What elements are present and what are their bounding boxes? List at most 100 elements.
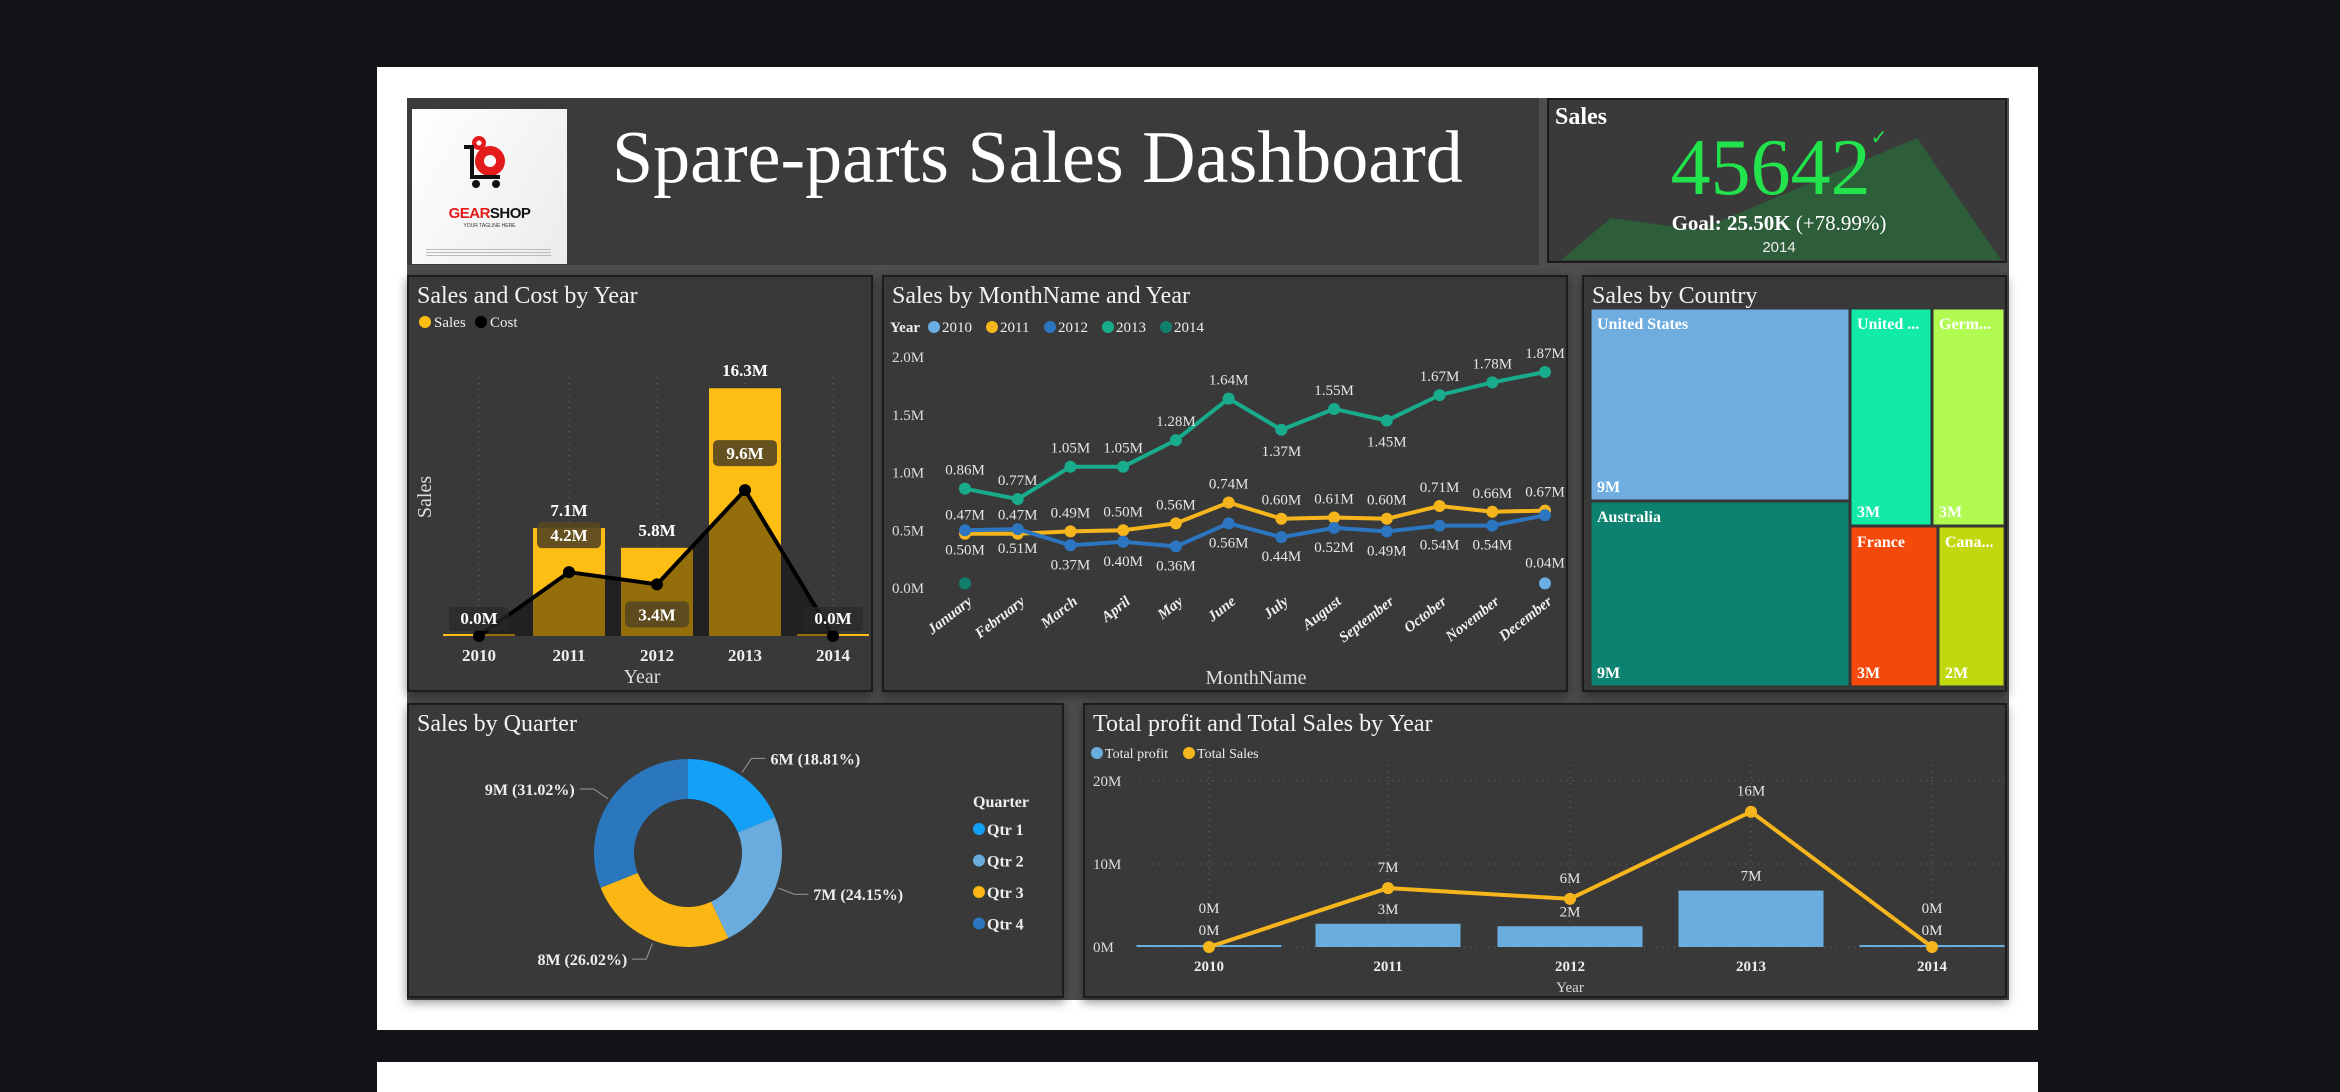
data-label-bg bbox=[713, 440, 777, 467]
legend-marker-2013 bbox=[1102, 321, 1114, 333]
point-cost bbox=[563, 566, 575, 579]
point-2012 bbox=[1275, 531, 1288, 544]
treemap-tile-name: Cana... bbox=[1945, 534, 1993, 551]
kpi-goal-value: Goal: 25.50K bbox=[1671, 211, 1791, 235]
data-label-2013: 0.77M bbox=[998, 473, 1038, 489]
data-label-cost: 9.6M bbox=[726, 444, 763, 463]
legend-marker-2010 bbox=[928, 321, 940, 333]
treemap-tile-name: Germ... bbox=[1939, 316, 1991, 333]
data-label-2010: 0.04M bbox=[1525, 555, 1565, 571]
x-tick-label: 2012 bbox=[640, 646, 674, 665]
data-label-2013: 0.86M bbox=[945, 463, 985, 479]
data-label-2011: 0.47M bbox=[998, 508, 1038, 524]
point-cost bbox=[473, 630, 485, 642]
page-title: Spare-parts Sales Dashboard bbox=[612, 117, 1463, 199]
point-2011 bbox=[1328, 511, 1341, 524]
legend-label: Qtr 2 bbox=[987, 854, 1024, 871]
x-tick-label: July bbox=[1260, 593, 1292, 623]
page-card-next bbox=[377, 1062, 2038, 1092]
data-label-slice: 9M (31.02%) bbox=[485, 782, 575, 799]
donut-slice-qtr-4 bbox=[594, 759, 688, 888]
data-label-2013: 1.28M bbox=[1156, 414, 1196, 430]
leader-line bbox=[579, 788, 609, 799]
data-label-2011: 0.50M bbox=[1103, 504, 1143, 520]
point-2011 bbox=[1117, 524, 1130, 537]
legend-marker-2014 bbox=[1160, 321, 1172, 333]
legend-label: Total profit bbox=[1105, 747, 1168, 762]
data-label-slice: 7M (24.15%) bbox=[813, 887, 903, 904]
data-label-slice: 6M (18.81%) bbox=[771, 751, 861, 768]
sales-by-country-panel[interactable]: Sales by Country United States 9M Australi… bbox=[1582, 275, 2007, 692]
data-label-2011: 0.60M bbox=[1262, 493, 1302, 509]
data-label-2012: 0.51M bbox=[998, 541, 1038, 557]
sales-cost-by-year-panel[interactable]: Sales and Cost by Year Sales Cost 0.0M 7.1M… bbox=[407, 275, 873, 692]
legend-label: Qtr 4 bbox=[987, 917, 1024, 934]
point-2012 bbox=[1328, 521, 1341, 534]
data-label-sales: 0.0M bbox=[814, 609, 851, 628]
legend-label: Qtr 3 bbox=[987, 885, 1024, 902]
x-tick-label: 2014 bbox=[1917, 959, 1948, 975]
legend-title: Quarter bbox=[973, 794, 1029, 811]
data-label-sales: 5.8M bbox=[638, 521, 675, 540]
gearshop-logo: GEARSHOP YOUR TAGLINE HERE bbox=[412, 109, 567, 264]
point-2012 bbox=[1539, 509, 1551, 522]
y-axis-title: Sales bbox=[414, 476, 436, 518]
treemap-tile-3 bbox=[1932, 308, 2005, 526]
bar-profit bbox=[1678, 890, 1824, 947]
treemap-tile-value: 2M bbox=[1945, 665, 1968, 682]
point-total-sales bbox=[1382, 882, 1394, 895]
sales-by-month-panel[interactable]: Sales by MonthName and Year Year 2010 2011… bbox=[882, 275, 1568, 692]
panel-title: Sales by Quarter bbox=[417, 711, 577, 737]
data-label-2011: 0.61M bbox=[1314, 492, 1354, 508]
x-axis-title: MonthName bbox=[1205, 667, 1306, 689]
point-2012 bbox=[1064, 539, 1077, 552]
point-total-sales bbox=[1203, 941, 1215, 953]
point-2013 bbox=[1117, 460, 1130, 473]
kpi-goal: Goal: 25.50K (+78.99%) bbox=[1549, 211, 2005, 235]
legend-title: Year bbox=[890, 320, 920, 336]
logo-brand: GEARSHOP bbox=[412, 205, 567, 222]
profit-sales-chart: Total profit Total Sales 0M 10M 20M 0M 3M 2M 7M 0… bbox=[1091, 747, 2005, 996]
data-label-sales: 16M bbox=[1737, 784, 1765, 800]
legend-marker bbox=[973, 917, 985, 930]
check-icon: ✓ bbox=[1870, 127, 1888, 149]
treemap-tile-value: 3M bbox=[1857, 665, 1880, 682]
data-label-cost: 4.2M bbox=[550, 526, 587, 545]
treemap-tile-name: France bbox=[1857, 534, 1905, 551]
logo-brand-shop: SHOP bbox=[489, 205, 531, 222]
point-2012 bbox=[959, 524, 971, 537]
data-label-sales: 0M bbox=[1922, 901, 1943, 917]
point-total-sales bbox=[1564, 892, 1576, 905]
data-label-2012: 0.40M bbox=[1103, 554, 1143, 570]
legend-label: 2011 bbox=[1000, 320, 1029, 336]
data-label-slice: 8M (26.02%) bbox=[537, 952, 627, 969]
legend-label: Cost bbox=[490, 315, 518, 331]
point-2013 bbox=[1011, 493, 1024, 506]
data-label-2012: 0.49M bbox=[1367, 543, 1407, 559]
legend-marker bbox=[973, 823, 985, 835]
data-label-2013: 1.05M bbox=[1103, 441, 1143, 457]
header-banner: GEARSHOP YOUR TAGLINE HERE Spare-parts S… bbox=[407, 98, 1539, 265]
sales-kpi-card[interactable]: Sales 45642✓ Goal: 25.50K (+78.99%) 2014 bbox=[1547, 98, 2007, 263]
sales-by-quarter-panel[interactable]: Sales by Quarter 6M (18.81%) 7M (24.15%) 8… bbox=[407, 703, 1064, 998]
bar-profit bbox=[1497, 926, 1643, 947]
x-tick-label: June bbox=[1204, 593, 1239, 625]
data-label-2011: 0.47M bbox=[945, 508, 985, 524]
data-label-2011: 0.49M bbox=[1051, 505, 1091, 521]
treemap-tile-name: United States bbox=[1597, 316, 1688, 333]
point-2013 bbox=[1380, 414, 1393, 427]
logo-tagline: YOUR TAGLINE HERE bbox=[463, 223, 516, 229]
data-label-sales: 16.3M bbox=[722, 361, 768, 380]
point-2011 bbox=[1380, 512, 1393, 525]
profit-sales-by-year-panel[interactable]: Total profit and Total Sales by Year Tot… bbox=[1083, 703, 2007, 998]
point-2013 bbox=[1486, 376, 1499, 389]
x-tick-label: 2010 bbox=[1194, 959, 1224, 975]
data-label-2013: 1.05M bbox=[1051, 441, 1091, 457]
y-tick-label: 20M bbox=[1093, 774, 1121, 790]
y-tick-label: 1.0M bbox=[892, 466, 924, 482]
data-label-2012: 0.37M bbox=[1051, 557, 1091, 573]
x-tick-label: April bbox=[1098, 593, 1134, 626]
legend-marker-cost bbox=[475, 316, 487, 328]
treemap-tile-value: 3M bbox=[1939, 504, 1962, 521]
data-label-2011: 0.66M bbox=[1472, 486, 1512, 502]
